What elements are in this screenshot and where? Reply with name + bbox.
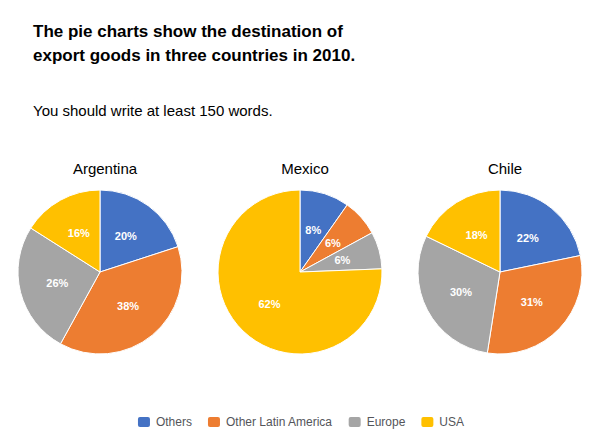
svg-text:38%: 38% [117, 300, 139, 312]
svg-text:62%: 62% [258, 298, 280, 310]
svg-text:Europe: Europe [367, 415, 406, 429]
svg-text:Chile: Chile [488, 160, 522, 177]
svg-text:16%: 16% [68, 227, 90, 239]
svg-text:6%: 6% [334, 254, 350, 266]
svg-text:18%: 18% [466, 229, 488, 241]
svg-text:USA: USA [439, 415, 464, 429]
svg-text:20%: 20% [115, 230, 137, 242]
svg-text:31%: 31% [521, 296, 543, 308]
svg-text:Other Latin America: Other Latin America [226, 415, 332, 429]
svg-text:22%: 22% [517, 232, 539, 244]
svg-text:Argentina: Argentina [73, 160, 138, 177]
svg-text:Mexico: Mexico [281, 160, 329, 177]
svg-text:6%: 6% [325, 237, 341, 249]
svg-text:Others: Others [156, 415, 192, 429]
svg-text:8%: 8% [305, 224, 321, 236]
svg-text:30%: 30% [450, 286, 472, 298]
svg-text:export goods in three countrie: export goods in three countries in 2010. [33, 46, 355, 65]
svg-text:26%: 26% [46, 277, 68, 289]
svg-text:The pie charts show the destin: The pie charts show the destination of [33, 22, 343, 41]
svg-text:You should write at least 150: You should write at least 150 words. [33, 102, 273, 119]
